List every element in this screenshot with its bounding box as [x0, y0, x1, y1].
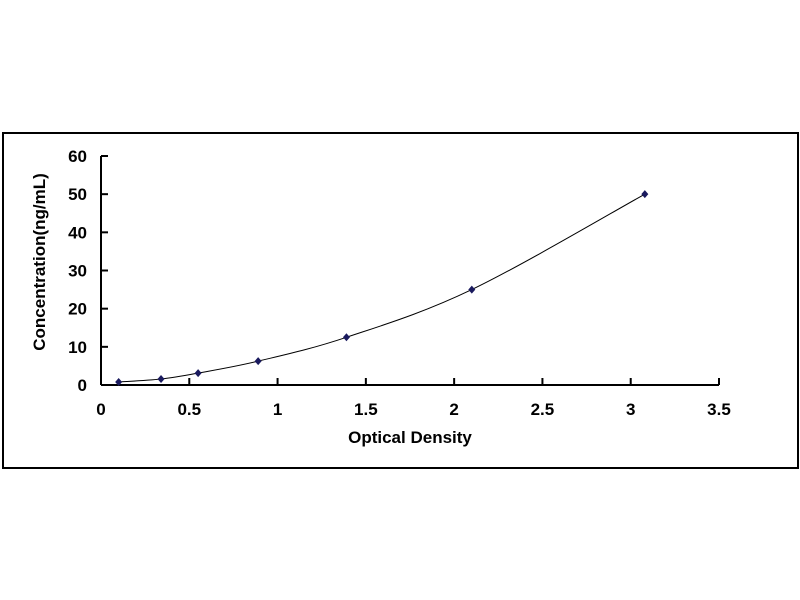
- y-tick-label: 20: [68, 300, 87, 319]
- x-axis-label: Optical Density: [348, 428, 472, 447]
- x-tick-label: 1: [273, 400, 282, 419]
- y-tick-label: 30: [68, 262, 87, 281]
- y-tick-label: 10: [68, 338, 87, 357]
- x-tick-label: 2.5: [531, 400, 555, 419]
- fit-curve: [118, 193, 646, 383]
- x-tick-label: 3.5: [707, 400, 731, 419]
- x-tick-label: 3: [626, 400, 635, 419]
- x-tick-label: 0.5: [177, 400, 201, 419]
- chart-frame: [2, 132, 799, 469]
- data-point: [115, 378, 123, 387]
- y-axis-label: Concentration(ng/mL): [30, 173, 49, 351]
- y-tick-label: 50: [68, 185, 87, 204]
- data-point: [194, 369, 202, 378]
- y-tick-label: 40: [68, 223, 87, 242]
- data-point: [157, 375, 165, 384]
- x-tick-label: 1.5: [354, 400, 378, 419]
- x-tick-label: 0: [96, 400, 105, 419]
- data-point: [641, 190, 649, 199]
- data-point: [254, 357, 262, 366]
- data-point: [468, 285, 476, 294]
- x-tick-label: 2: [449, 400, 458, 419]
- data-point: [342, 333, 350, 342]
- y-tick-label: 60: [68, 147, 87, 166]
- y-tick-label: 0: [78, 376, 87, 395]
